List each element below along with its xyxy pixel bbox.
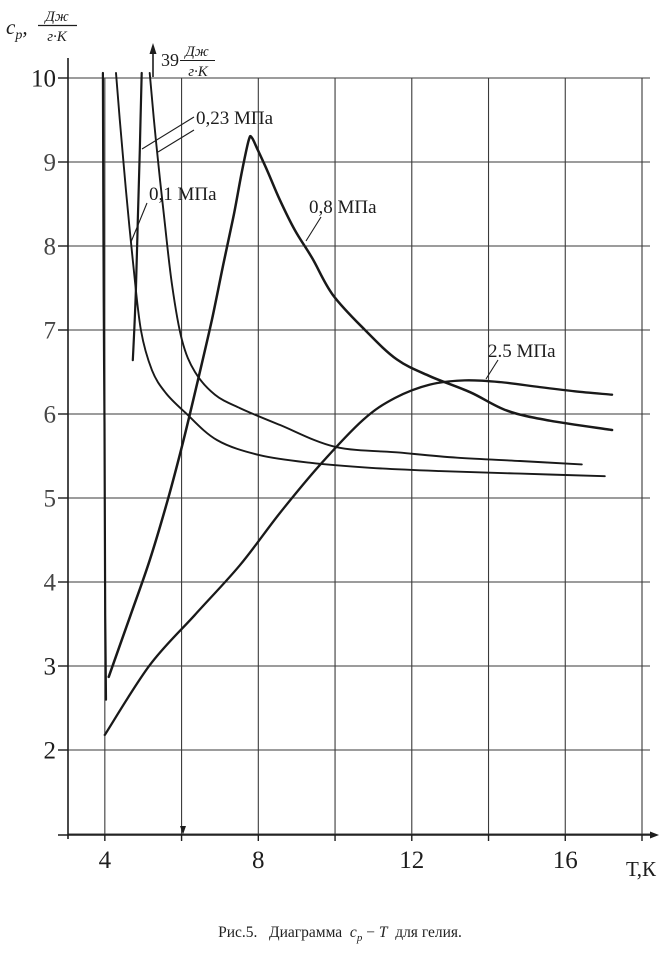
up-arrow-icon	[149, 43, 157, 54]
isobar-curves	[101, 71, 614, 737]
leader-25	[485, 359, 499, 380]
curve-label-0.23-mpa: 0,23 МПа	[196, 108, 274, 129]
caption-dash: −	[366, 924, 375, 941]
caption-figure-number: Рис.5.	[218, 924, 258, 941]
horizontal-gridlines	[68, 77, 650, 835]
curve-label-2.5-mpa: 2.5 МПа	[488, 341, 556, 362]
figure-caption: Рис.5. Диаграмма сp − Т для гелия.	[0, 924, 666, 944]
y-tick-label-10: 10	[31, 66, 56, 93]
x-tick-labels: 4 8 12 16	[99, 847, 578, 874]
x-axis-arrowhead	[650, 831, 659, 839]
curve-label-0.8-mpa: 0,8 МПа	[309, 197, 377, 218]
unit-fraction-denominator: г·К	[47, 29, 68, 45]
leader-023-rising	[141, 116, 195, 150]
leader-01	[130, 202, 148, 243]
curve-0-23-мпа-falling	[148, 72, 583, 466]
y-tick-label-6: 6	[44, 402, 57, 429]
x-tick-label-16: 16	[553, 847, 578, 874]
x-tick-label-12: 12	[399, 847, 424, 874]
leader-08	[305, 216, 322, 242]
offscale-peak-annotation: 39 Дж г·К	[149, 43, 215, 80]
cp-symbol: с	[6, 15, 16, 39]
x-tick-label-4: 4	[99, 847, 112, 874]
y-tick-label-3: 3	[44, 654, 57, 681]
y-tick-labels: 10 9 8 7 6 5 4 3 2	[31, 66, 57, 765]
x-tick-label-8: 8	[252, 847, 265, 874]
curve-0-8-мпа-full	[107, 134, 614, 679]
y-tick-label-4: 4	[44, 570, 57, 597]
caption-tail: для гелия.	[395, 924, 462, 941]
caption-cp-subscript: p	[356, 932, 363, 945]
y-tick-label-8: 8	[44, 234, 57, 261]
y-tick-label-5: 5	[44, 486, 57, 513]
caption-t-symbol: Т	[378, 924, 388, 941]
curve-0-1-мпа-rising	[101, 71, 108, 701]
axis-marker-t6	[180, 826, 186, 835]
caption-body: Диаграмма	[269, 924, 343, 941]
svg-text:сp,: сp,	[6, 15, 28, 43]
curve-0-23-мпа-rising	[131, 71, 143, 362]
unit-fraction-numerator: Дж	[43, 9, 69, 25]
cp-subscript: p	[14, 28, 22, 43]
peak-fraction-denominator: г·К	[188, 64, 209, 80]
curve-label-0.1-mpa: 0,1 МПа	[149, 184, 217, 205]
vertical-gridlines	[104, 78, 643, 835]
x-axis-title: Т,К	[626, 857, 657, 881]
y-tick-label-2: 2	[44, 738, 57, 765]
curve-0-1-мпа-falling	[115, 72, 606, 478]
x-axis-ticks	[104, 835, 643, 841]
peak-value: 39	[161, 50, 179, 70]
y-tick-label-9: 9	[44, 150, 57, 177]
peak-fraction-numerator: Дж	[183, 44, 209, 60]
leader-lines	[130, 116, 499, 380]
y-axis-unit-label: сp, Дж г·К	[6, 9, 77, 45]
y-tick-label-7: 7	[44, 318, 57, 345]
leader-023-falling	[157, 129, 195, 153]
curve-2.5-мпа-full	[103, 379, 614, 737]
cp-comma: ,	[22, 15, 27, 39]
y-axis-ticks	[58, 77, 68, 751]
caption-cp-symbol: с	[349, 924, 357, 941]
